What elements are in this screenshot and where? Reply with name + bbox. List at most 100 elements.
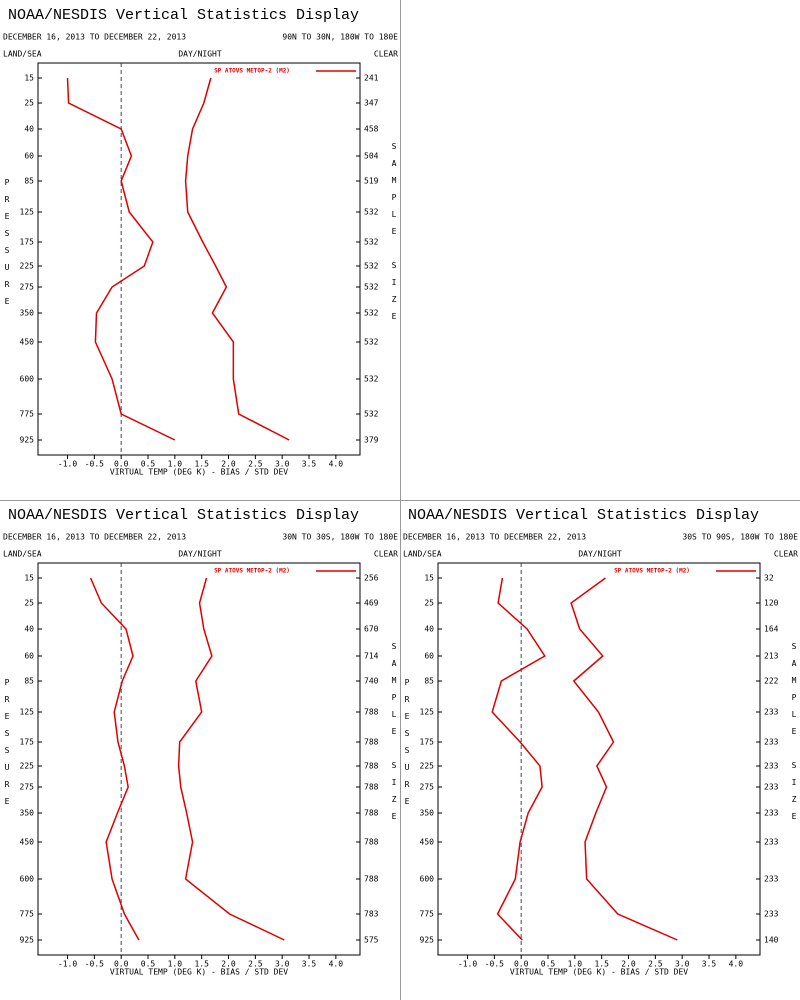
pressure-label: 175 [420, 738, 435, 747]
pressure-label: 450 [20, 338, 35, 347]
x-tick-label: 2.0 [621, 960, 636, 969]
pressure-label: 225 [20, 762, 35, 771]
pressure-label: 175 [20, 238, 35, 247]
clear: CLEAR [374, 50, 398, 59]
pressure-label: 775 [420, 910, 435, 919]
sample-size-label: 788 [364, 838, 379, 847]
pressure-label: 775 [20, 910, 35, 919]
date-range: DECEMBER 16, 2013 TO DECEMBER 22, 2013 [3, 33, 186, 42]
sample-size-label: 233 [764, 809, 779, 818]
date-range: DECEMBER 16, 2013 TO DECEMBER 22, 2013 [3, 533, 186, 542]
sample-size-label: 783 [364, 910, 379, 919]
x-tick-label: 0.0 [514, 960, 529, 969]
pressure-label: 125 [20, 208, 35, 217]
sample-size-label: 788 [364, 783, 379, 792]
x-tick-label: 0.5 [141, 460, 156, 469]
y2-axis-label: SAMPLE SIZE [390, 142, 399, 329]
x-tick-label: -0.5 [85, 460, 104, 469]
pressure-label: 775 [20, 410, 35, 419]
pressure-label: 125 [20, 708, 35, 717]
legend-label: SP ATOVS METOP-2 (M2) [214, 68, 290, 75]
x-tick-label: 4.0 [329, 460, 344, 469]
chart-title: NOAA/NESDIS Vertical Statistics Display [8, 7, 359, 24]
pressure-label: 600 [20, 875, 35, 884]
sample-size-label: 532 [364, 375, 379, 384]
land-sea: LAND/SEA [3, 550, 42, 559]
sample-size-label: 532 [364, 283, 379, 292]
sample-size-label: 788 [364, 708, 379, 717]
y-axis-label: PRESSURE [3, 678, 12, 814]
pressure-label: 925 [20, 436, 35, 445]
std-dev-line [184, 77, 290, 441]
legend-label: SP ATOVS METOP-2 (M2) [614, 568, 690, 575]
sample-size-label: 140 [764, 936, 779, 945]
sample-size-label: 233 [764, 738, 779, 747]
pressure-label: 275 [420, 783, 435, 792]
x-axis-label: VIRTUAL TEMP (DEG K) - BIAS / STD DEV [110, 468, 288, 477]
y2-axis-label: SAMPLE SIZE [790, 642, 799, 829]
pressure-label: 15 [24, 74, 34, 83]
x-tick-label: 3.5 [302, 460, 317, 469]
sample-size-label: 519 [364, 177, 379, 186]
x-tick-label: 2.5 [248, 460, 263, 469]
panel: NOAA/NESDIS Vertical Statistics Display D… [403, 507, 799, 977]
x-tick-label: -1.0 [58, 960, 77, 969]
panel: NOAA/NESDIS Vertical Statistics Display D… [3, 7, 399, 477]
x-tick-label: -1.0 [458, 960, 477, 969]
pressure-label: 600 [420, 875, 435, 884]
bias-line [66, 77, 176, 441]
sample-size-label: 120 [764, 599, 779, 608]
pressure-label: 350 [420, 809, 435, 818]
x-tick-label: 4.0 [329, 960, 344, 969]
chart-title: NOAA/NESDIS Vertical Statistics Display [408, 507, 759, 524]
pressure-label: 25 [424, 599, 434, 608]
sample-size-label: 347 [364, 99, 379, 108]
x-tick-label: 3.0 [675, 960, 690, 969]
chart-title: NOAA/NESDIS Vertical Statistics Display [8, 507, 359, 524]
x-tick-label: 2.5 [648, 960, 663, 969]
pressure-label: 450 [20, 838, 35, 847]
pressure-label: 40 [24, 625, 34, 634]
bias-line [89, 577, 140, 941]
clear: CLEAR [374, 550, 398, 559]
x-tick-label: 0.0 [114, 460, 129, 469]
sample-size-label: 788 [364, 762, 379, 771]
region: 90N TO 30N, 180W TO 180E [282, 33, 398, 42]
pressure-label: 85 [424, 677, 434, 686]
x-tick-label: 4.0 [729, 960, 744, 969]
x-tick-label: 2.0 [221, 460, 236, 469]
pressure-label: 40 [424, 625, 434, 634]
sample-size-label: 714 [364, 652, 379, 661]
sample-size-label: 532 [364, 338, 379, 347]
sample-size-label: 233 [764, 762, 779, 771]
sample-size-label: 532 [364, 309, 379, 318]
day-night: DAY/NIGHT [578, 550, 622, 559]
pressure-label: 60 [24, 152, 34, 161]
pressure-label: 600 [20, 375, 35, 384]
x-tick-label: 1.5 [594, 960, 609, 969]
land-sea: LAND/SEA [403, 550, 442, 559]
sample-size-label: 575 [364, 936, 379, 945]
pressure-label: 25 [24, 99, 34, 108]
sample-size-label: 740 [364, 677, 379, 686]
x-tick-label: 3.0 [275, 960, 290, 969]
sample-size-label: 458 [364, 125, 379, 134]
sample-size-label: 469 [364, 599, 379, 608]
pressure-label: 125 [420, 708, 435, 717]
y-axis-label: PRESSURE [3, 178, 12, 314]
x-tick-label: 1.5 [194, 960, 209, 969]
region: 30S TO 90S, 180W TO 180E [682, 533, 798, 542]
region: 30N TO 30S, 180W TO 180E [282, 533, 398, 542]
x-axis-label: VIRTUAL TEMP (DEG K) - BIAS / STD DEV [510, 968, 688, 977]
sample-size-label: 233 [764, 910, 779, 919]
plot-frame [37, 562, 361, 956]
x-tick-label: 0.5 [141, 960, 156, 969]
sample-size-label: 241 [364, 74, 379, 83]
sample-size-label: 233 [764, 838, 779, 847]
pressure-label: 350 [20, 809, 35, 818]
pressure-label: 40 [24, 125, 34, 134]
sample-size-label: 788 [364, 875, 379, 884]
sample-size-label: 532 [364, 410, 379, 419]
sample-size-label: 233 [764, 875, 779, 884]
